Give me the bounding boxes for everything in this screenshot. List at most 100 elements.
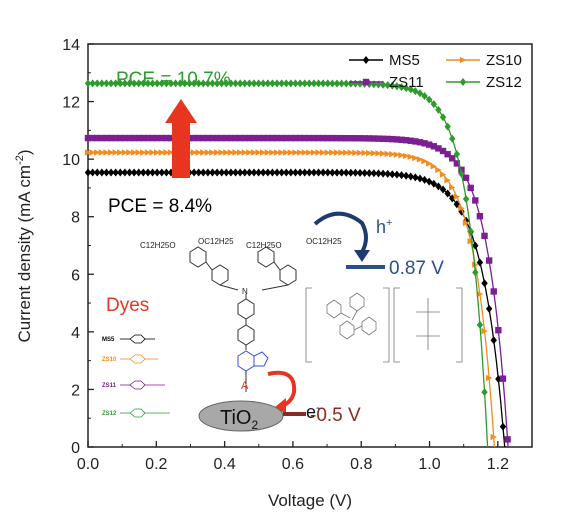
data-point <box>232 134 239 142</box>
data-point <box>425 160 433 167</box>
data-point <box>310 134 318 142</box>
data-point <box>126 134 133 142</box>
tio2-label-main: TiO <box>220 407 251 429</box>
x-tick-label: 1.0 <box>418 456 440 473</box>
data-point <box>126 79 133 88</box>
y-tick-label: 8 <box>71 210 80 227</box>
data-point <box>416 89 424 98</box>
data-point <box>370 149 378 157</box>
data-point <box>467 184 474 192</box>
data-point <box>485 304 493 313</box>
data-point <box>195 134 202 142</box>
dye-zs10: ZS10 <box>102 357 117 363</box>
data-point <box>241 168 248 177</box>
data-point <box>223 149 230 156</box>
data-point <box>163 149 170 156</box>
data-point <box>310 149 318 156</box>
data-point <box>204 79 212 88</box>
data-point <box>462 174 470 182</box>
data-point <box>361 135 368 142</box>
data-point <box>366 149 373 157</box>
data-point <box>121 79 129 88</box>
data-point <box>453 160 461 167</box>
data-point <box>260 168 267 177</box>
data-point <box>121 149 129 156</box>
data-point <box>236 168 244 177</box>
data-point <box>379 150 387 157</box>
data-point <box>490 288 497 295</box>
data-point <box>250 168 258 177</box>
legend: MS5 ZS10 ZS11 ZS12 <box>349 52 522 91</box>
data-point <box>236 79 244 88</box>
data-point <box>458 169 465 178</box>
data-point <box>218 79 225 88</box>
legend-label: MS5 <box>389 52 420 69</box>
series-line <box>88 137 509 448</box>
data-point <box>338 168 345 177</box>
data-point <box>449 184 456 191</box>
data-point <box>103 168 110 177</box>
y-axis-title-sup: -2 <box>14 155 26 165</box>
data-point <box>347 135 355 142</box>
data-point <box>84 149 92 156</box>
legend-marker <box>459 78 467 86</box>
data-point <box>481 232 488 240</box>
x-tick-label: 1.2 <box>487 456 509 473</box>
data-point <box>112 149 119 156</box>
data-point <box>356 135 364 142</box>
data-point <box>246 168 253 177</box>
data-point <box>246 134 253 142</box>
data-point <box>140 168 147 177</box>
data-point <box>223 168 230 177</box>
data-point <box>218 149 225 156</box>
data-point <box>213 149 221 156</box>
data-point <box>356 149 364 157</box>
data-point <box>402 171 410 180</box>
data-point <box>117 149 124 156</box>
data-point <box>287 134 295 142</box>
y-tick-label: 2 <box>71 382 80 399</box>
data-point <box>200 79 207 88</box>
data-point <box>421 157 428 165</box>
data-point <box>107 168 115 177</box>
data-point <box>412 138 419 145</box>
data-point <box>389 135 396 143</box>
data-point <box>103 149 110 156</box>
data-point <box>269 149 276 156</box>
x-tick-label: 0.2 <box>145 456 167 473</box>
y-axis-title: Current density (mA cm-2) <box>14 149 34 342</box>
data-point <box>301 79 308 88</box>
data-point <box>213 168 221 177</box>
data-point <box>458 166 465 174</box>
data-point <box>324 134 331 142</box>
data-point <box>200 149 207 156</box>
data-point <box>301 134 308 142</box>
data-point <box>398 136 405 143</box>
data-point <box>223 134 230 142</box>
data-point <box>117 168 124 177</box>
data-point <box>163 79 170 88</box>
data-point <box>144 134 152 142</box>
data-point <box>287 149 295 156</box>
data-point <box>153 168 161 177</box>
data-point <box>472 241 479 250</box>
legend-label: ZS12 <box>486 74 522 91</box>
data-point <box>227 79 235 88</box>
data-point <box>103 134 110 142</box>
data-point <box>412 154 419 162</box>
tio2-label: TiO2 <box>220 407 258 432</box>
data-point <box>149 79 156 88</box>
data-point <box>255 134 262 142</box>
data-point <box>333 134 341 142</box>
data-point <box>375 150 382 157</box>
dye-structure <box>189 246 297 392</box>
data-point <box>416 174 424 183</box>
hole-label-sup: + <box>386 217 392 229</box>
x-tick-label: 0.4 <box>213 456 235 473</box>
data-point <box>163 168 170 177</box>
series-zs10 <box>84 149 497 448</box>
data-point <box>306 149 313 156</box>
data-point <box>292 79 299 88</box>
data-point <box>213 79 221 88</box>
data-point <box>393 136 401 143</box>
